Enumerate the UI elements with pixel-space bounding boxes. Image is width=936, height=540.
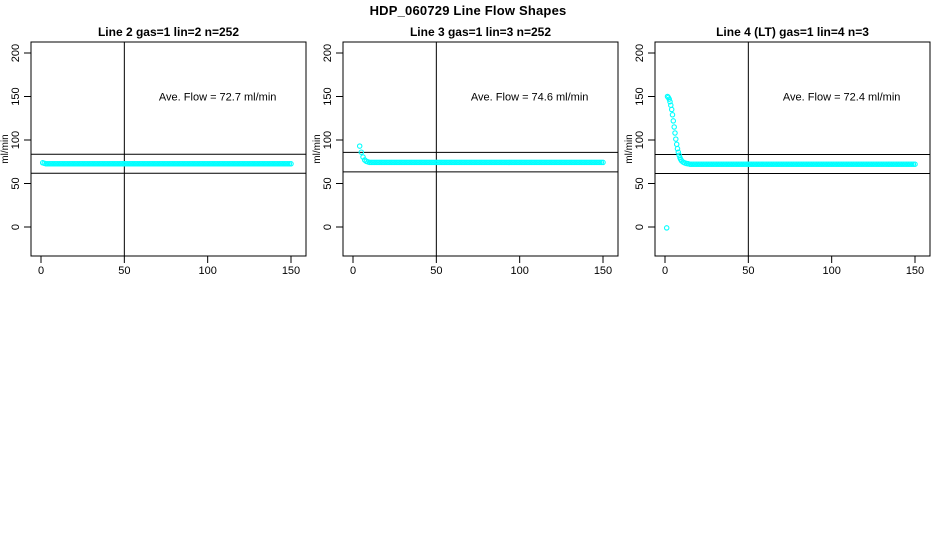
plot-box [30,41,307,257]
y-tick-label: 50 [634,177,646,189]
x-tick-label: 150 [594,265,612,277]
panel-title: Line 4 (LT) gas=1 lin=4 n=3 [716,25,869,39]
x-tick-label: 150 [906,265,924,277]
x-tick-label: 50 [742,265,754,277]
y-tick-label: 150 [10,87,22,105]
y-tick-label: 100 [634,131,646,149]
axes: 0 50 100 150 0 50 100 150 200 [10,44,300,277]
y-axis-label: ml/min [624,134,635,163]
y-tick-label: 100 [322,131,334,149]
y-tick-label: 150 [322,87,334,105]
panels-row: Line 2 gas=1 lin=2 n=252 0 50 100 150 0 50 100 1… [0,25,931,277]
y-tick-label: 50 [10,177,22,189]
flow-panel-2: Line 3 gas=1 lin=3 n=252 0 50 100 150 0 50 100 1… [312,25,619,277]
flow-panel-1: Line 2 gas=1 lin=2 n=252 0 50 100 150 0 50 100 1… [0,25,307,277]
flow-panel-3: Line 4 (LT) gas=1 lin=4 n=3 0 50 100 150 0 50 1… [624,25,931,277]
x-tick-label: 0 [38,265,44,277]
y-tick-label: 50 [322,177,334,189]
y-tick-label: 150 [634,87,646,105]
x-tick-label: 100 [198,265,216,277]
y-tick-label: 0 [322,224,334,230]
y-axis-label: ml/min [0,134,11,163]
y-tick-label: 100 [10,131,22,149]
x-tick-label: 100 [822,265,840,277]
reference-lines [655,42,930,256]
y-tick-label: 0 [634,224,646,230]
x-tick-label: 100 [510,265,528,277]
axes: 0 50 100 150 0 50 100 150 200 [634,44,924,277]
panel-title: Line 2 gas=1 lin=2 n=252 [98,25,239,39]
y-tick-label: 0 [10,224,22,230]
data-points [39,160,294,167]
plot-box [654,41,931,257]
y-tick-label: 200 [634,44,646,62]
ave-flow-annotation: Ave. Flow = 74.6 ml/min [471,92,588,104]
y-tick-label: 200 [322,44,334,62]
ave-flow-annotation: Ave. Flow = 72.4 ml/min [783,92,900,104]
reference-lines [343,42,618,256]
data-points [356,143,606,166]
x-tick-label: 150 [282,265,300,277]
x-tick-label: 50 [118,265,130,277]
reference-lines [31,42,306,256]
x-tick-label: 50 [430,265,442,277]
x-tick-label: 0 [662,265,668,277]
data-points [663,93,918,231]
axes: 0 50 100 150 0 50 100 150 200 [322,44,612,277]
page-title: HDP_060729 Line Flow Shapes [369,3,567,18]
plot-box [342,41,619,257]
y-axis-label: ml/min [312,134,323,163]
ave-flow-annotation: Ave. Flow = 72.7 ml/min [159,92,276,104]
panel-title: Line 3 gas=1 lin=3 n=252 [410,25,551,39]
x-tick-label: 0 [350,265,356,277]
y-tick-label: 200 [10,44,22,62]
